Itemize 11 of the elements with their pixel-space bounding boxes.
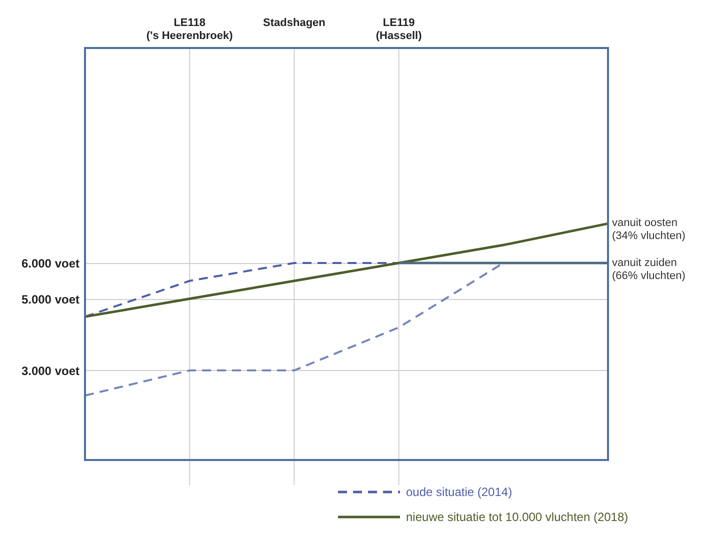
y-tick-label: 5.000 voet: [21, 292, 80, 306]
x-tick-label: LE118 ('s Heerenbroek): [146, 17, 234, 42]
x-tick-label: Stadshagen: [263, 17, 326, 29]
text: vanuit zuiden (66% vluchten): [612, 256, 686, 282]
x-tick-label: LE119 (Hassell): [376, 17, 422, 42]
text: vanuit oosten (34% vluchten): [612, 216, 686, 242]
line-series: [84, 222, 610, 318]
y-tick-label: 6.000 voet: [21, 256, 80, 270]
text: nieuwe situatie tot 10.000 vluchten (2018): [406, 510, 628, 524]
text: oude situatie (2014): [406, 485, 512, 499]
y-tick-label: 3.000 voet: [21, 364, 80, 378]
